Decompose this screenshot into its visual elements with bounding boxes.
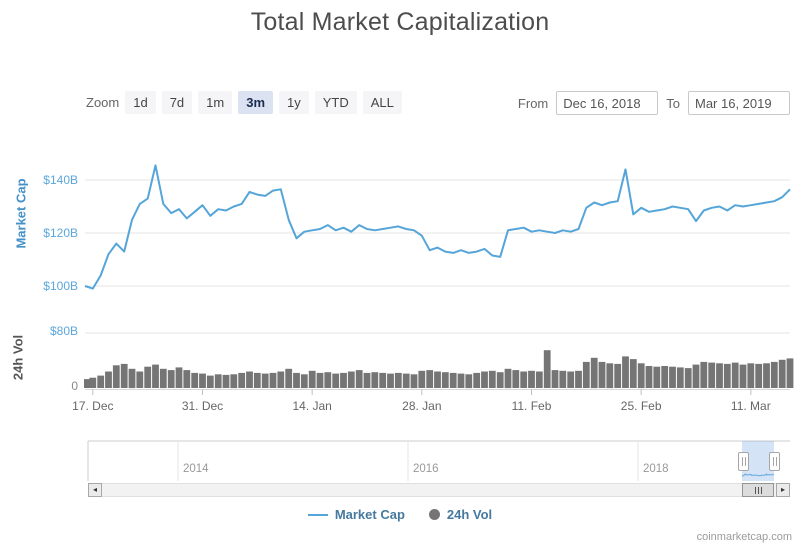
scrollbar-track[interactable] bbox=[88, 483, 790, 497]
range-selector: Zoom 1d 7d 1m 3m 1y YTD ALL bbox=[86, 91, 402, 114]
xlabel-17. Dec: 17. Dec bbox=[72, 399, 114, 413]
legend-item-market-cap[interactable]: Market Cap bbox=[307, 507, 405, 522]
vol-ytick-$80B: $80B bbox=[49, 324, 78, 338]
ytick-$100B: $100B bbox=[43, 279, 78, 293]
zoom-button-7d[interactable]: 7d bbox=[161, 91, 193, 114]
year-label-2016: 2016 bbox=[413, 463, 439, 475]
xlabel-11. Mar: 11. Mar bbox=[730, 399, 771, 413]
vol-dot-swatch-icon bbox=[428, 509, 440, 520]
scrollbar-thumb[interactable] bbox=[742, 483, 774, 497]
zoom-button-all[interactable]: ALL bbox=[362, 91, 402, 114]
ytick-$120B: $120B bbox=[43, 226, 78, 240]
zoom-button-1d[interactable]: 1d bbox=[125, 91, 156, 114]
navigator-series-preview bbox=[742, 472, 775, 477]
legend-label: 24h Vol bbox=[446, 507, 493, 522]
xlabel-25. Feb: 25. Feb bbox=[620, 399, 662, 413]
market-cap-line bbox=[84, 164, 791, 290]
year-label-2014: 2014 bbox=[183, 463, 209, 475]
legend-item-24h-vol[interactable]: 24h Vol bbox=[428, 507, 493, 522]
scrollbar-left-arrow[interactable]: ◂ bbox=[88, 483, 102, 497]
zoom-button-1y[interactable]: 1y bbox=[279, 91, 309, 114]
navigator-left-handle[interactable] bbox=[738, 452, 749, 471]
ytick-$140B: $140B bbox=[43, 173, 78, 187]
market-cap-line-swatch-icon bbox=[307, 513, 328, 516]
from-label: From bbox=[517, 95, 549, 111]
attribution-watermark: coinmarketcap.com bbox=[696, 531, 792, 543]
legend: Market Cap 24h Vol bbox=[0, 507, 800, 522]
zoom-button-1m[interactable]: 1m bbox=[198, 91, 233, 114]
date-range: From To bbox=[518, 91, 790, 115]
from-date-input[interactable] bbox=[556, 91, 659, 115]
volume-bars bbox=[84, 350, 794, 389]
scrollbar-right-arrow[interactable]: ▸ bbox=[776, 483, 790, 497]
to-label: To bbox=[666, 95, 680, 111]
xlabel-14. Jan: 14. Jan bbox=[292, 399, 332, 413]
xlabel-11. Feb: 11. Feb bbox=[511, 399, 552, 413]
zoom-label: Zoom bbox=[86, 95, 120, 110]
xlabel-31. Dec: 31. Dec bbox=[181, 399, 224, 413]
vol-ytick-0: 0 bbox=[71, 379, 78, 393]
xlabel-28. Jan: 28. Jan bbox=[402, 399, 442, 413]
navigator-right-handle[interactable] bbox=[769, 452, 780, 471]
legend-label: Market Cap bbox=[334, 507, 405, 522]
page-title: Total Market Capitalization bbox=[250, 8, 550, 36]
year-label-2018: 2018 bbox=[643, 463, 669, 475]
zoom-button-ytd[interactable]: YTD bbox=[314, 91, 357, 114]
zoom-button-3m[interactable]: 3m bbox=[238, 91, 274, 114]
to-date-input[interactable] bbox=[688, 91, 790, 115]
